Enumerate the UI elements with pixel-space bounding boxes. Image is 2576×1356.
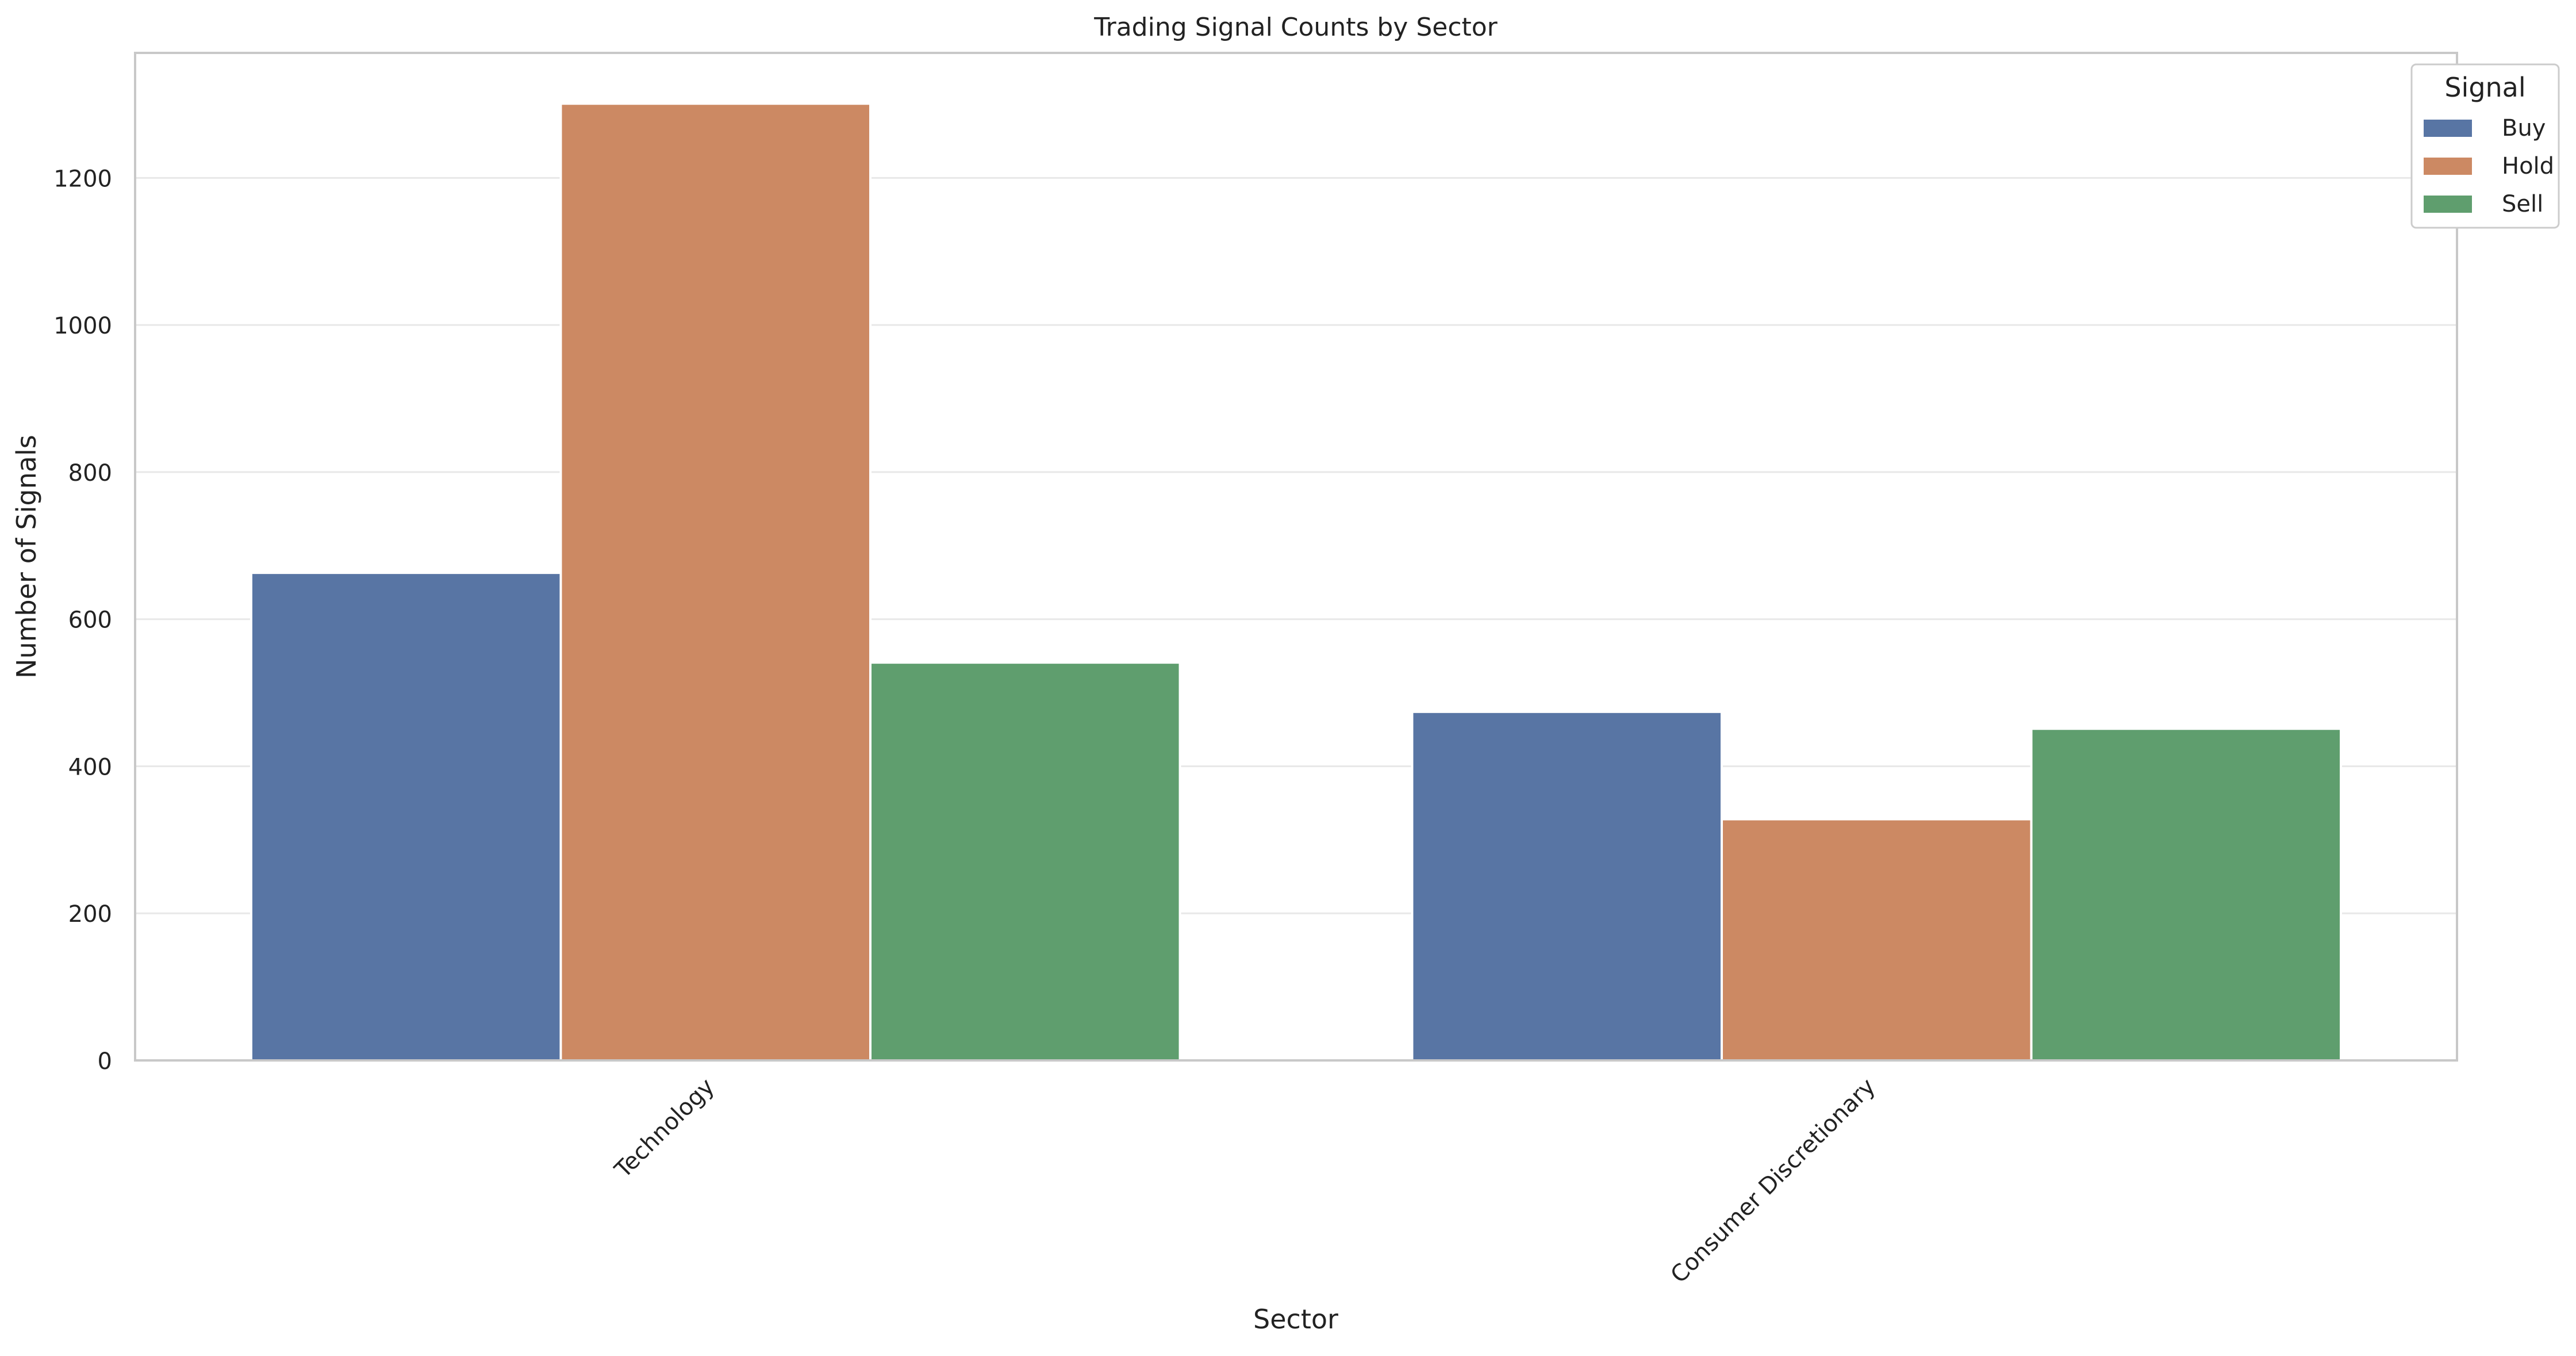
bar-hold-consumer-discretionary	[1720, 818, 2033, 1062]
chart-title: Trading Signal Counts by Sector	[1093, 13, 1498, 42]
bars	[249, 102, 2343, 1062]
plot-frame	[134, 52, 2458, 1062]
legend: Signal Buy Hold Sell	[2410, 63, 2560, 229]
bar-sell-technology	[869, 661, 1181, 1062]
y-tick-label: 1000	[53, 313, 112, 339]
bar-sell-consumer-discretionary	[2030, 727, 2343, 1062]
y-axis-label: Number of Signals	[11, 435, 42, 679]
y-tick-label: 200	[68, 901, 112, 928]
legend-swatch-buy	[2424, 120, 2472, 137]
y-tick-labels: 0 200 400 600 800 1000 1200	[53, 166, 112, 1075]
bar-buy-technology	[249, 572, 562, 1062]
legend-label-hold: Hold	[2502, 153, 2554, 179]
legend-title: Signal	[2444, 72, 2525, 103]
legend-swatch-sell	[2424, 196, 2472, 213]
y-tick-label: 600	[68, 607, 112, 634]
legend-swatch-hold	[2424, 158, 2472, 175]
legend-label-sell: Sell	[2502, 191, 2543, 217]
x-axis-label: Sector	[1253, 1304, 1338, 1335]
bar-hold-technology	[559, 102, 872, 1062]
y-tick-label: 1200	[53, 166, 112, 192]
y-tick-label: 0	[98, 1048, 112, 1075]
y-tick-label: 400	[68, 754, 112, 780]
legend-box	[2410, 63, 2560, 229]
legend-label-buy: Buy	[2502, 115, 2546, 141]
bar-buy-consumer-discretionary	[1411, 710, 1723, 1062]
y-tick-label: 800	[68, 460, 112, 487]
